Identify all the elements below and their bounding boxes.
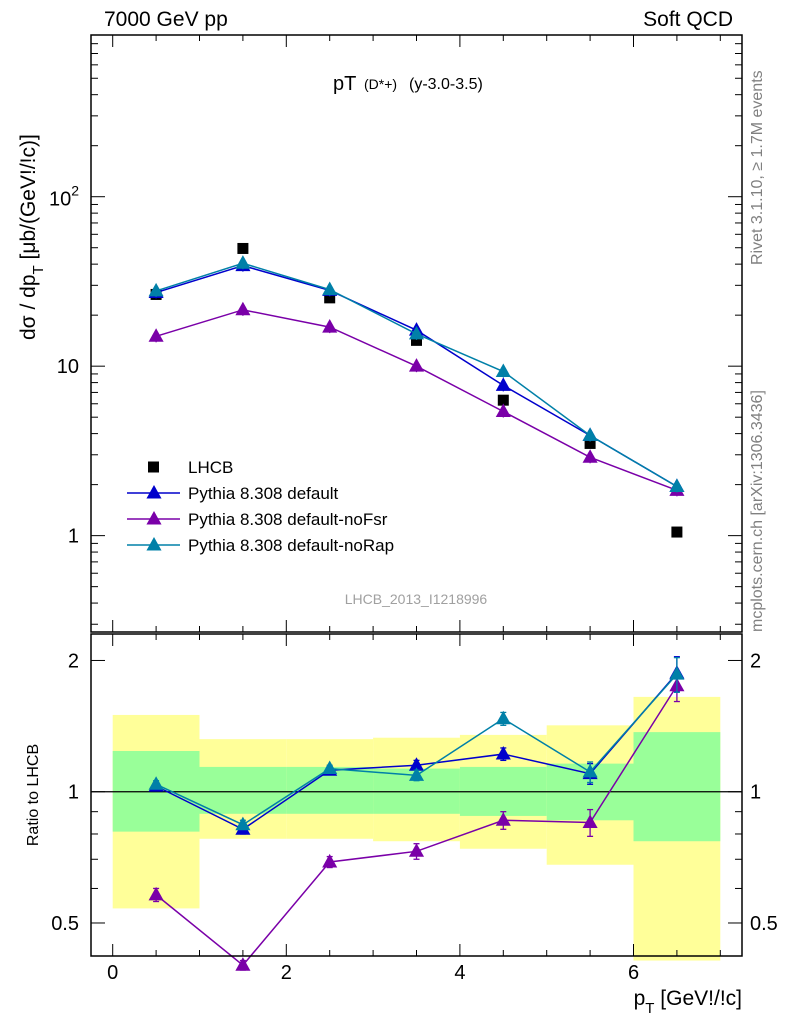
y-axis-label-part: [μb/(GeV!/!c)]: [17, 134, 40, 265]
series-pythia-8-308-default-norap: [148, 255, 685, 493]
x-axis-label-text: pT [GeV!/!c]: [634, 987, 742, 1017]
data-point: [235, 957, 251, 971]
data-point: [235, 255, 251, 269]
data-point: [237, 242, 249, 254]
x-axis-label-subscript: T: [645, 1000, 654, 1017]
y-tick-label: 102: [49, 183, 79, 211]
side-label-rivet: Rivet 3.1.10, ≥ 1.7M events: [749, 70, 766, 265]
x-tick-label: 4: [454, 962, 465, 984]
data-point: [669, 666, 685, 680]
legend-label: Pythia 8.308 default-noRap: [188, 536, 394, 555]
data-point: [148, 776, 164, 790]
y-axis-label-text: dσ / dpT [μb/(GeV!/!c)]: [17, 134, 47, 340]
data-point: [582, 427, 598, 441]
ratio-y-axis-label: Ratio to LHCB: [25, 744, 42, 846]
data-point: [495, 377, 511, 391]
legend-marker: [146, 484, 162, 499]
title-particle: (D*+): [364, 76, 397, 92]
legend-label: LHCB: [188, 458, 233, 477]
data-point: [495, 363, 511, 377]
data-point: [495, 812, 511, 826]
x-axis-label-part: p: [634, 987, 646, 1010]
plot-title: pT (D*+) (y-3.0-3.5): [333, 73, 483, 95]
y-tick-label-exponent: 2: [71, 183, 79, 199]
ratio-panel-series: [148, 656, 685, 971]
data-point: [322, 281, 338, 296]
y-tick-label: 0.5: [51, 913, 79, 935]
legend-marker: [146, 536, 162, 551]
series-pythia-8-308-default-nofsr: [148, 301, 685, 497]
data-point: [495, 710, 511, 725]
data-point: [582, 763, 598, 778]
data-point: [582, 449, 598, 463]
legend-label: Pythia 8.308 default-noFsr: [188, 510, 388, 529]
green-band: [199, 766, 287, 814]
data-point: [322, 319, 338, 333]
y-tick-label: 1: [68, 782, 79, 804]
data-point: [322, 853, 338, 868]
y-tick-label-right: 0.5: [750, 913, 778, 935]
data-point: [497, 394, 509, 406]
x-tick-label: 2: [281, 962, 292, 984]
ratio-panel-ticks: 0.5 0.5 1 1 2 2 0 2 4 6: [51, 634, 778, 984]
data-point: [495, 746, 511, 760]
data-point: [148, 886, 164, 901]
data-point: [408, 757, 425, 771]
series-line: [155, 264, 678, 488]
x-axis-label: pT [GeV!/!c]: [634, 987, 742, 1017]
y-tick-label: 1: [68, 526, 79, 548]
legend-entry: Pythia 8.308 default: [127, 484, 339, 503]
main-y-axis-label: dσ / dpT [μb/(GeV!/!c)]: [17, 134, 47, 340]
data-point: [148, 282, 164, 297]
data-point: [408, 325, 425, 340]
data-point: [148, 328, 164, 342]
data-point: [408, 843, 425, 857]
ratio-panel: 0.5 0.5 1 1 2 2 0 2 4 6 Ratio to LHCB pT [GeV!/!c…: [25, 633, 778, 1017]
legend-label: Pythia 8.308 default: [188, 484, 339, 503]
title-range: (y-3.0-3.5): [409, 76, 483, 93]
data-point: [671, 526, 683, 538]
data-point: [322, 760, 338, 775]
legend-marker: [146, 510, 162, 525]
main-panel-frame: [90, 34, 743, 633]
data-point: [669, 478, 685, 492]
legend: LHCB Pythia 8.308 default Pythia 8.308 def…: [127, 458, 394, 555]
ratio-panel-frame: [90, 633, 743, 957]
data-point: [408, 358, 425, 372]
data-point: [411, 334, 422, 346]
y-tick-label-right: 2: [750, 650, 761, 672]
data-point: [408, 767, 425, 781]
side-label-mcplots: mcplots.cern.ch [arXiv:1306.3436]: [749, 390, 766, 632]
data-point: [584, 437, 596, 449]
data-point: [324, 292, 336, 304]
data-point: [235, 301, 251, 316]
header-right: Soft QCD: [643, 8, 733, 31]
y-tick-label: 10: [57, 356, 79, 378]
title-main: pT: [333, 73, 356, 95]
legend-entry: Pythia 8.308 default-noRap: [127, 536, 394, 555]
ratio-series-pythia-8-308-default-norap: [148, 656, 685, 831]
data-point: [582, 814, 598, 828]
main-panel: 1 10 102 pT (D*+) (y-3.0-3.5) LHCB_2013_I1…: [17, 34, 743, 633]
x-axis-label-part: [GeV!/!c]: [654, 987, 742, 1010]
legend-entry: LHCB: [148, 458, 233, 477]
y-axis-label-subscript: T: [30, 265, 47, 274]
x-tick-label: 6: [628, 962, 639, 984]
data-point: [235, 816, 251, 831]
y-tick-label: 2: [68, 650, 79, 672]
green-band: [633, 732, 721, 842]
legend-entry: Pythia 8.308 default-noFsr: [127, 510, 388, 529]
y-tick-label-right: 1: [750, 782, 761, 804]
top-panel-series: [148, 242, 685, 538]
y-axis-label-part: dσ / dp: [17, 274, 40, 340]
analysis-watermark: LHCB_2013_I1218996: [345, 591, 488, 607]
ratio-series-pythia-8-308-default-nofsr: [148, 670, 685, 971]
legend-marker: [148, 461, 159, 473]
series-line: [155, 262, 678, 488]
data-point: [495, 403, 511, 417]
header-left: 7000 GeV pp: [104, 8, 228, 31]
x-tick-label: 0: [107, 962, 118, 984]
